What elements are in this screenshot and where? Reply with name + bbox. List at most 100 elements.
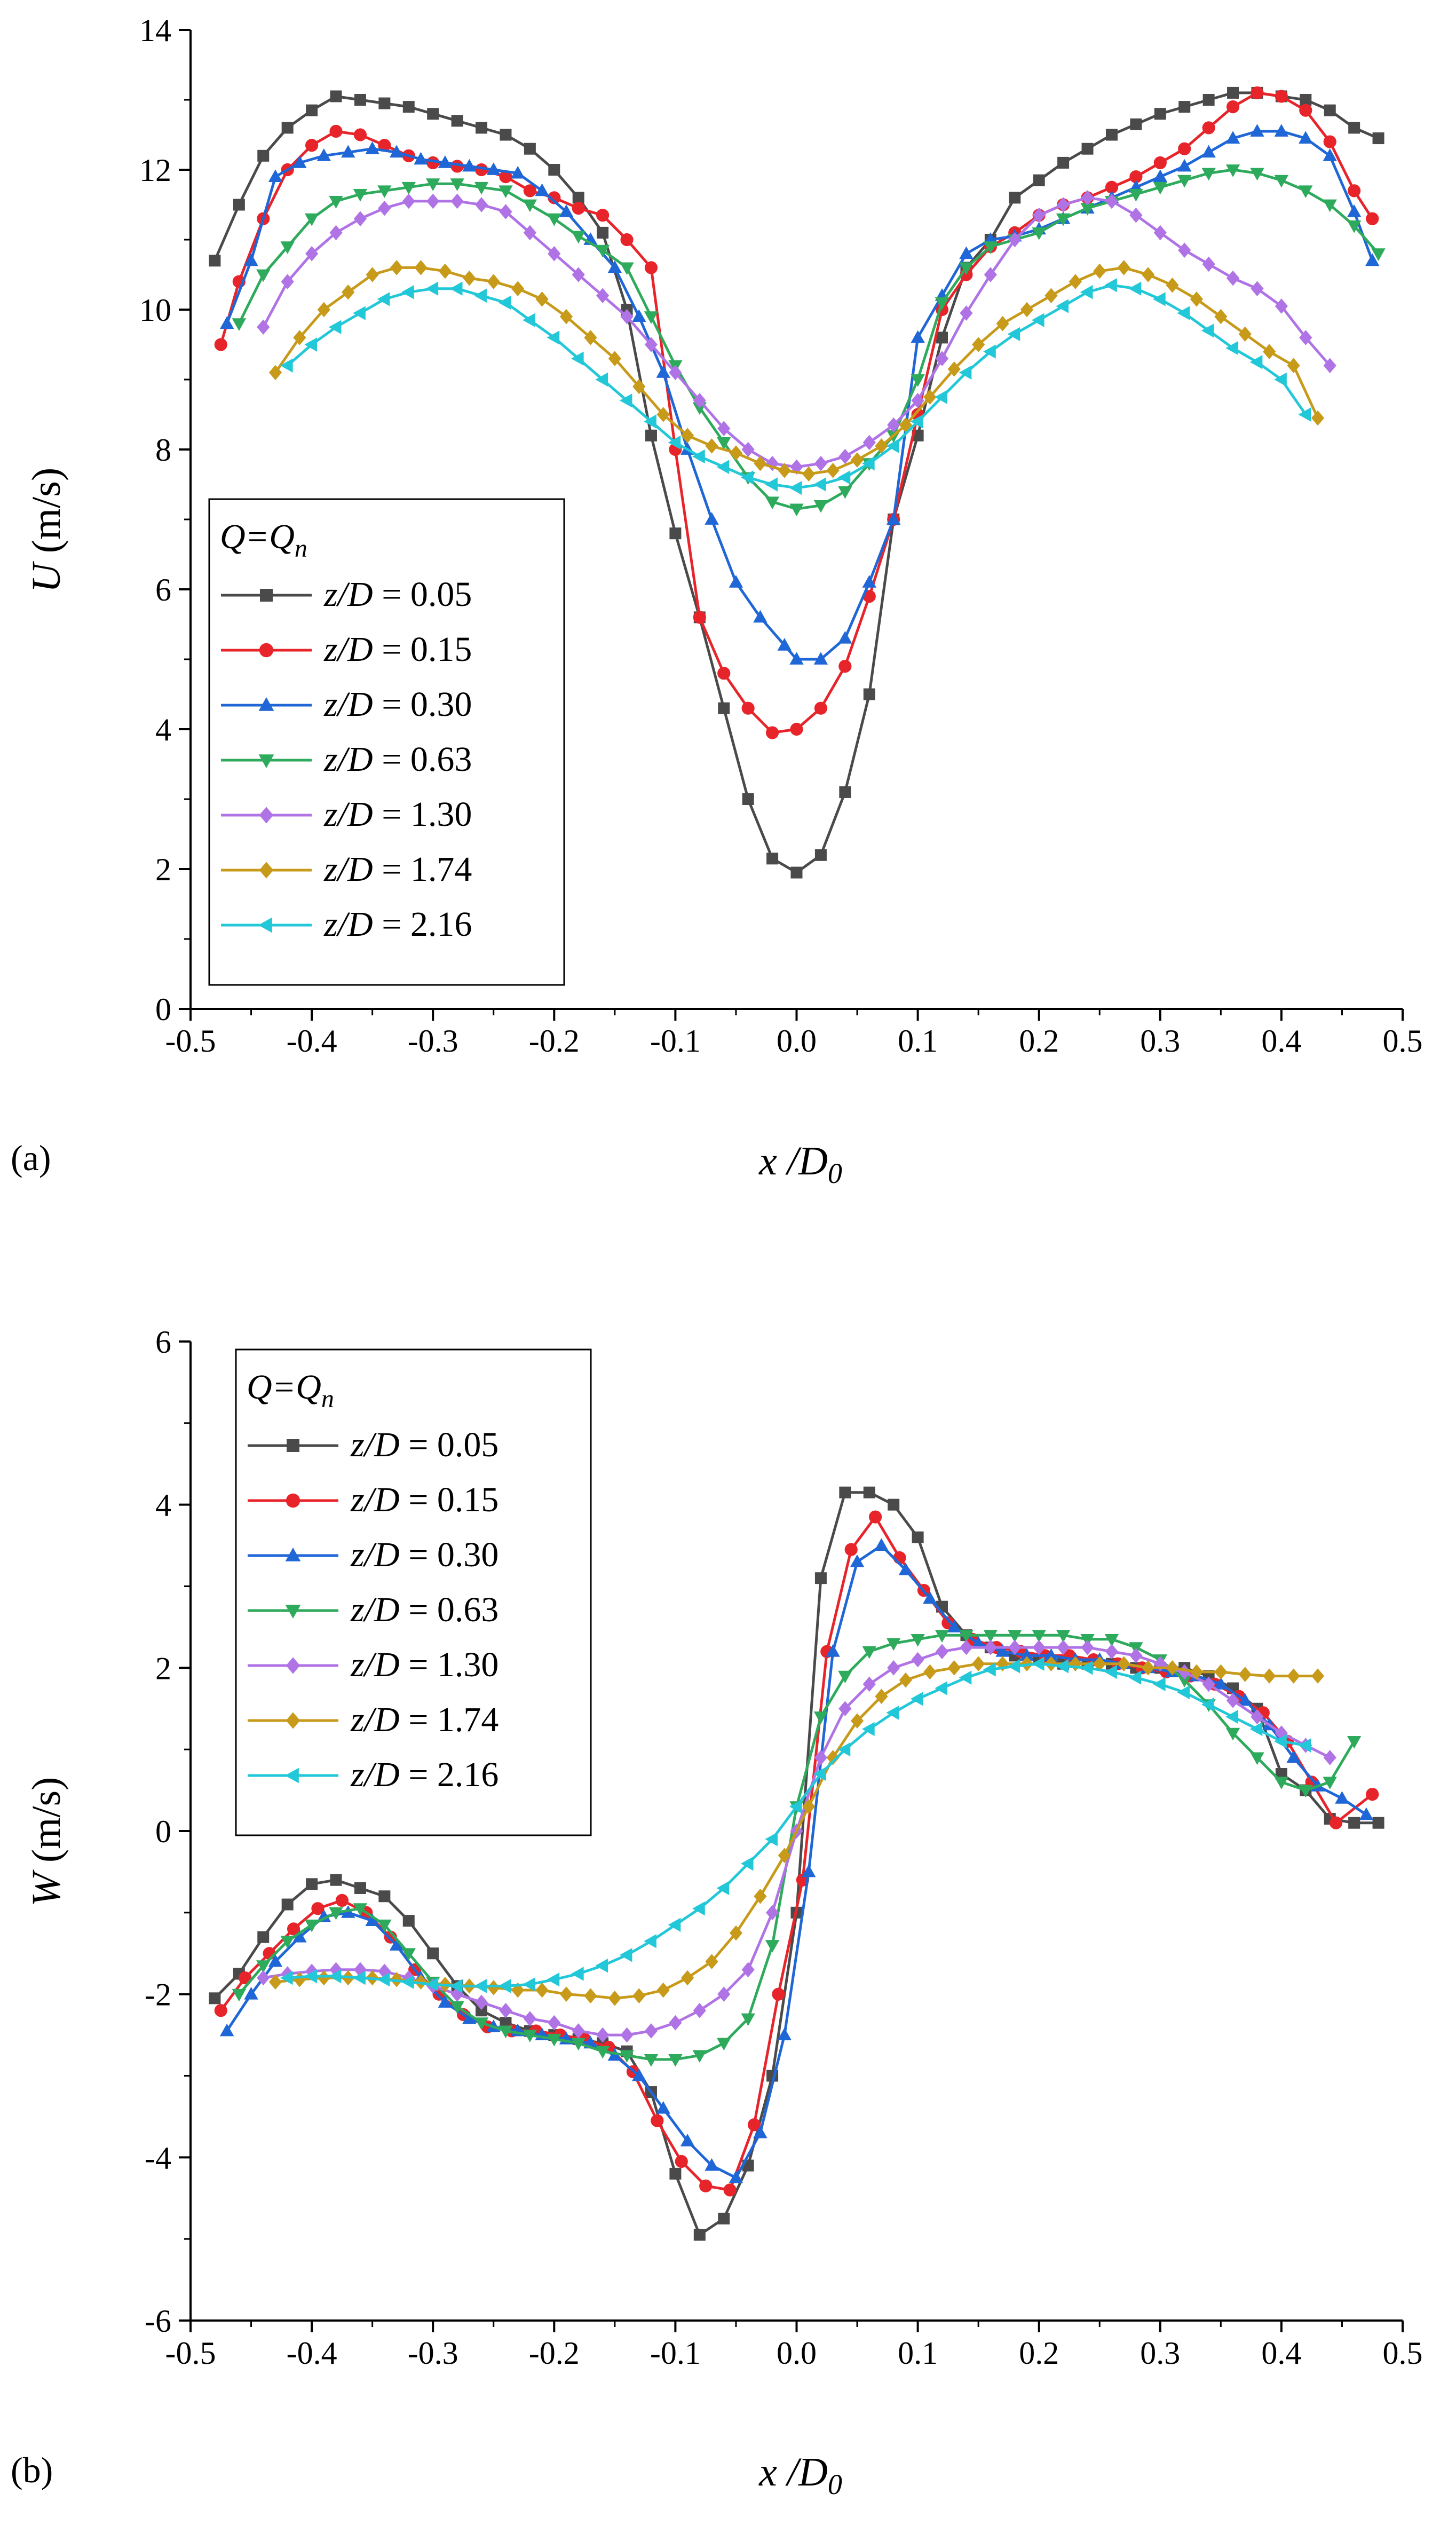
data-point (656, 407, 670, 422)
data-point (995, 1644, 1010, 1657)
x-tick-label: -0.2 (529, 2335, 580, 2371)
data-point (401, 285, 414, 299)
data-point (887, 417, 900, 433)
data-point (523, 225, 536, 241)
data-point (813, 1711, 828, 1724)
data-point (1323, 1777, 1337, 1790)
data-point (1298, 1738, 1311, 1753)
data-point (232, 1989, 247, 2002)
data-point (1031, 1656, 1044, 1671)
data-point (705, 2158, 719, 2171)
data-point (1032, 1630, 1046, 1643)
data-point (329, 1907, 343, 1920)
series-2.16 (280, 1656, 1311, 1993)
data-point (705, 512, 719, 525)
data-point (1166, 1660, 1179, 1676)
legend-a: Q=Qn z/D = 0.05 z/D = 0.15 z/D = 0.30 z/D = … (208, 498, 565, 986)
data-point (1250, 124, 1264, 137)
legend-label: z/D = 0.05 (323, 575, 472, 614)
data-point (317, 1970, 330, 1986)
data-point (959, 1670, 972, 1685)
data-point (813, 652, 828, 665)
data-point (595, 1958, 608, 1973)
data-point (1031, 313, 1044, 327)
data-point (765, 1940, 780, 1953)
data-point (1117, 1656, 1130, 1671)
data-point (1250, 168, 1264, 181)
y-tick-label: 14 (139, 13, 171, 48)
x-tick-label: -0.5 (165, 2335, 216, 2371)
y-tick-label: 6 (155, 1324, 171, 1360)
data-point (535, 183, 549, 196)
data-point (571, 231, 585, 244)
data-point (559, 309, 573, 325)
data-point (863, 1486, 875, 1498)
data-point (1007, 327, 1020, 342)
data-point (983, 344, 996, 359)
data-point (1275, 90, 1288, 103)
y-tick-label: 2 (155, 1651, 171, 1686)
series-2.16 (280, 278, 1311, 495)
data-point (887, 1660, 900, 1676)
data-point (476, 122, 488, 134)
data-point (257, 319, 270, 335)
data-point (1202, 121, 1215, 135)
data-point (620, 309, 634, 325)
data-point (1275, 298, 1288, 314)
data-point (311, 1902, 325, 1915)
data-point (1081, 1639, 1094, 1655)
x-tick-label: -0.2 (529, 1023, 580, 1059)
data-point (996, 315, 1009, 332)
data-point (983, 1662, 996, 1677)
data-point (1365, 253, 1380, 266)
series-1.74 (268, 260, 1325, 482)
data-point (402, 1915, 415, 1927)
data-point (1008, 1639, 1022, 1655)
data-point (1153, 292, 1166, 306)
data-point (328, 1969, 342, 1984)
data-point (1032, 227, 1046, 240)
data-point (1093, 1656, 1106, 1671)
data-point (923, 1591, 937, 1604)
data-point (268, 365, 282, 381)
data-point (1274, 175, 1289, 188)
data-point (651, 2114, 664, 2127)
panel-label-b: (b) (11, 2450, 53, 2490)
data-point (814, 455, 828, 471)
data-point (620, 262, 634, 275)
data-point (304, 1969, 317, 1984)
data-point (292, 1929, 307, 1943)
data-point (1056, 213, 1071, 226)
data-point (511, 281, 525, 296)
y-tick-label: -6 (145, 2303, 171, 2339)
data-point (741, 1962, 755, 1978)
y-tick-label: 10 (139, 293, 171, 328)
data-point (910, 1692, 923, 1706)
x-tick-label: 0.1 (898, 2335, 938, 2371)
legend-entry: z/D = 0.15 (221, 630, 472, 669)
x-axis-title-b: x /D0 (758, 2450, 842, 2500)
data-point (1299, 185, 1313, 199)
data-point (389, 1938, 404, 1951)
data-point (983, 241, 998, 254)
data-point (353, 1970, 366, 1985)
data-point (971, 1636, 986, 1649)
panel-a: -0.5 -0.4 -0.3 -0.2 -0.1 0.0 0.1 0.2 0.3 0.4 0.5 0 2… (11, 13, 1423, 1189)
data-point (547, 1972, 560, 1987)
data-point (911, 1634, 925, 1647)
legend-entry: z/D = 0.05 (221, 575, 472, 614)
data-point (789, 480, 802, 495)
data-point (401, 1975, 414, 1989)
data-point (742, 793, 754, 805)
data-point (498, 185, 513, 199)
data-point (498, 1979, 511, 1993)
data-point (1080, 1661, 1093, 1675)
legend-label: z/D = 0.30 (323, 685, 472, 724)
data-point (747, 2118, 761, 2132)
x-tick-label: 0.0 (777, 1023, 817, 1059)
data-point (281, 1898, 294, 1911)
legend-entry: z/D = 0.30 (248, 1535, 498, 1574)
x-tick-label: 0.3 (1140, 2335, 1180, 2371)
data-point (257, 1931, 270, 1943)
data-point (1225, 164, 1240, 177)
